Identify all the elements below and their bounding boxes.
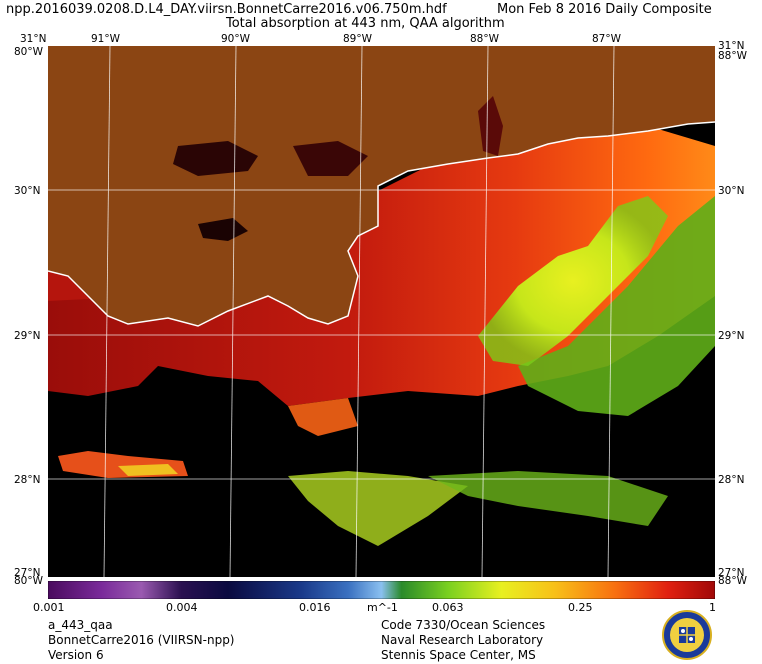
org-name: Naval Research Laboratory — [381, 633, 544, 647]
bay-east — [293, 141, 368, 176]
dataset-name: BonnetCarre2016 (VIIRSN-npp) — [48, 633, 235, 647]
filename-title: npp.2016039.0208.D.L4_DAY.viirsn.BonnetC… — [6, 2, 447, 17]
south-patch-green — [288, 471, 468, 546]
coastline — [48, 121, 715, 327]
lake-maurepas — [198, 218, 248, 241]
lon-label-90: 90°W — [221, 33, 250, 45]
south-patch-yellow — [118, 464, 178, 476]
lon-label-88: 88°W — [470, 33, 499, 45]
colorbar-tick-0.004: 0.004 — [166, 601, 198, 614]
south-patch-center — [288, 398, 358, 436]
lat-label-top-right: 31°N — [718, 40, 745, 52]
composite-date: Mon Feb 8 2016 Daily Composite — [497, 2, 712, 17]
graticule — [48, 46, 715, 577]
colorbar — [48, 581, 715, 599]
colorbar-tick-1: 1 — [709, 601, 716, 614]
offshore-green — [518, 196, 715, 416]
lat-label-27-left: 27°N — [14, 567, 41, 579]
product-title: Total absorption at 443 nm, QAA algorith… — [226, 16, 505, 31]
lon-label-91: 91°W — [91, 33, 120, 45]
lat-label-29-left: 29°N — [14, 330, 41, 342]
lon-label-87: 87°W — [592, 33, 621, 45]
lat-label-29-right: 29°N — [718, 330, 745, 342]
colorbar-tick-0.001: 0.001 — [33, 601, 65, 614]
colorbar-tick-0.016: 0.016 — [299, 601, 331, 614]
river-plume — [478, 196, 668, 366]
lat-label-28-left: 28°N — [14, 474, 41, 486]
lat-label-28-right: 28°N — [718, 474, 745, 486]
lon-label-89: 89°W — [343, 33, 372, 45]
corner-lon-bottom-right: 88°W — [718, 575, 747, 587]
nrl-seal-logo — [662, 610, 712, 660]
lake-pontchartrain — [173, 141, 258, 176]
colorbar-tick-0.25: 0.25 — [568, 601, 593, 614]
org-code: Code 7330/Ocean Sciences — [381, 618, 546, 632]
org-location: Stennis Space Center, MS — [381, 648, 536, 662]
southeast-patch-green — [428, 471, 668, 526]
lat-label-30-right: 30°N — [718, 185, 745, 197]
land-mass — [48, 46, 715, 326]
version-label: Version 6 — [48, 648, 104, 662]
lat-label-top-left: 31°N — [20, 33, 47, 45]
colorbar-tick-0.063: 0.063 — [432, 601, 464, 614]
corner-lon-top-right: 88°W — [718, 50, 747, 62]
mobile-bay — [478, 96, 503, 156]
colorbar-units: m^-1 — [367, 601, 398, 614]
lat-label-30-left: 30°N — [14, 185, 41, 197]
lat-label-27-right: 27°N — [718, 567, 745, 579]
absorption-map — [48, 46, 715, 577]
variable-name: a_443_qaa — [48, 618, 113, 632]
corner-lon-bottom-left: 80°W — [14, 575, 43, 587]
corner-lon-top-left: 80°W — [14, 46, 43, 58]
